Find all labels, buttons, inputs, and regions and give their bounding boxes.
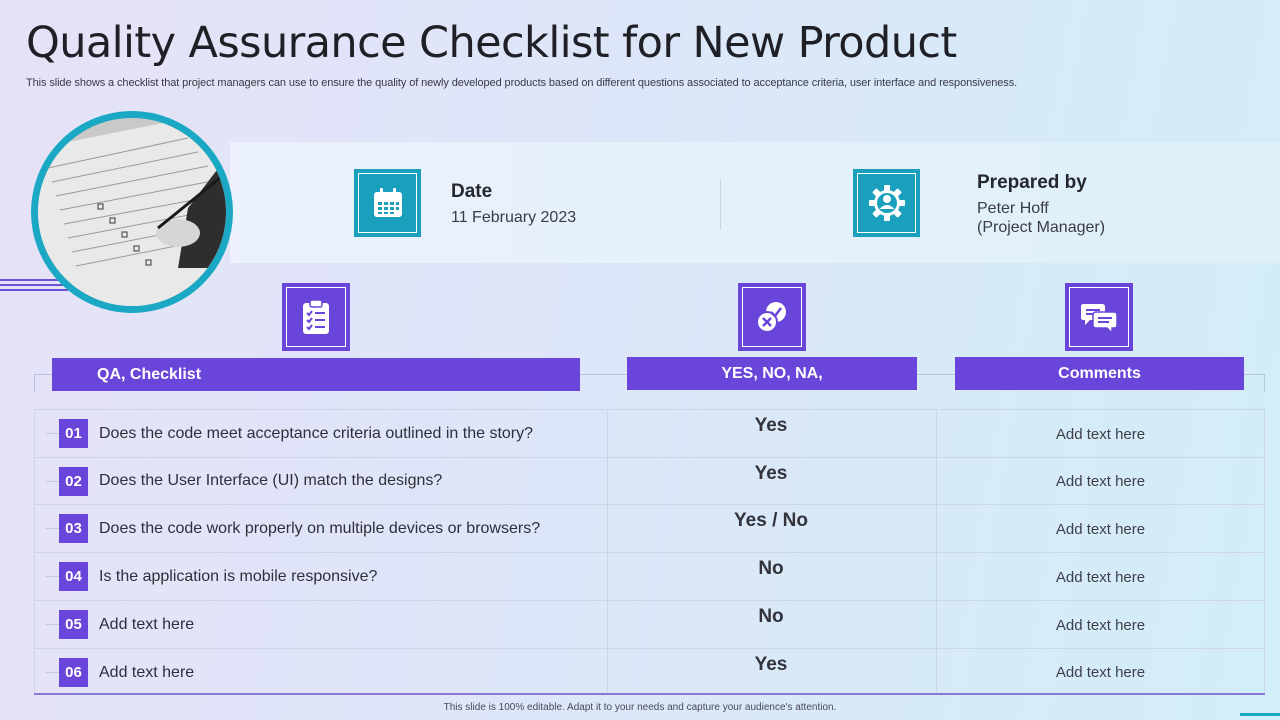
clipboard-checklist-icon	[303, 299, 329, 334]
prepared-by-role: (Project Manager)	[977, 219, 1106, 236]
row-answer: Yes	[754, 653, 788, 675]
date-label: Date	[451, 181, 493, 202]
row-comment: Add text here	[1055, 521, 1146, 539]
row-question: Does the code meet acceptance criteria o…	[99, 425, 534, 442]
calendar-icon	[373, 188, 402, 217]
table-row: 05 Add text here No Add text here	[34, 599, 1265, 648]
row-number: 01	[59, 419, 88, 448]
row-comment: Add text here	[1055, 616, 1146, 634]
row-number: 04	[59, 562, 88, 592]
accent-stripe	[0, 284, 68, 286]
row-question: Is the application is mobile responsive?	[99, 568, 378, 586]
prepared-by-label: Prepared by	[977, 172, 1087, 193]
column-divider	[936, 409, 937, 695]
qa-checklist-table: 01 Does the code meet acceptance criteri…	[34, 409, 1265, 695]
header-comments: Comments	[955, 357, 1244, 390]
row-question: Add text here	[99, 615, 195, 633]
row-answer: No	[758, 558, 784, 580]
header-qa-checklist: QA, Checklist	[52, 358, 580, 391]
check-cross-icon	[756, 302, 786, 333]
date-icon-box	[354, 169, 421, 237]
photo-illustration	[38, 118, 226, 306]
column-divider	[1264, 409, 1265, 695]
row-question: Does the code work properly on multiple …	[99, 520, 541, 538]
table-row: 03 Does the code work properly on multip…	[34, 504, 1265, 552]
row-question: Add text here	[99, 663, 195, 681]
header-rule-cap	[1264, 374, 1265, 392]
user-gear-icon	[868, 185, 905, 221]
row-comment: Add text here	[1055, 569, 1146, 587]
header-yes-no-na: YES, NO, NA,	[627, 357, 917, 390]
row-tick	[46, 480, 59, 482]
accent-stripe	[0, 279, 68, 281]
row-tick	[46, 576, 59, 578]
row-answer: Yes / No	[734, 510, 808, 532]
chat-bubbles-icon	[1081, 304, 1118, 334]
table-row: 02 Does the User Interface (UI) match th…	[34, 456, 1265, 505]
table-row: 01 Does the code meet acceptance criteri…	[34, 409, 1265, 457]
table-row: 06 Add text here Yes Add text here	[34, 647, 1265, 696]
row-tick	[46, 623, 59, 625]
row-answer: Yes	[754, 462, 788, 484]
slide-subtitle: This slide shows a checklist that projec…	[26, 77, 1018, 89]
prepared-by-name: Peter Hoff	[977, 200, 1049, 217]
row-number: 06	[59, 657, 88, 687]
header-rule-cap	[34, 374, 35, 392]
row-tick	[46, 528, 59, 530]
footer-accent-bar	[1240, 713, 1280, 716]
row-number: 05	[59, 609, 88, 639]
yesno-icon-box	[738, 283, 806, 351]
row-comment: Add text here	[1055, 472, 1146, 490]
slide-footer: This slide is 100% editable. Adapt it to…	[443, 702, 837, 713]
slide-title: Quality Assurance Checklist for New Prod…	[26, 18, 957, 68]
checklist-photo	[31, 111, 233, 313]
comments-icon-box	[1065, 283, 1133, 351]
row-answer: Yes	[754, 415, 788, 436]
accent-stripe	[0, 289, 68, 291]
row-number: 02	[59, 466, 88, 496]
row-tick	[46, 433, 59, 434]
column-divider	[34, 409, 35, 695]
date-value: 11 February 2023	[451, 209, 577, 226]
row-answer: No	[758, 605, 784, 627]
row-number: 03	[59, 514, 88, 544]
table-row: 04 Is the application is mobile responsi…	[34, 552, 1265, 600]
prepared-icon-box	[853, 169, 920, 237]
row-question: Does the User Interface (UI) match the d…	[99, 471, 443, 489]
row-comment: Add text here	[1055, 663, 1146, 681]
checklist-icon-box	[282, 283, 350, 351]
row-tick	[46, 671, 59, 673]
info-band-divider	[720, 180, 721, 230]
column-divider	[607, 409, 608, 695]
row-comment: Add text here	[1055, 426, 1146, 443]
